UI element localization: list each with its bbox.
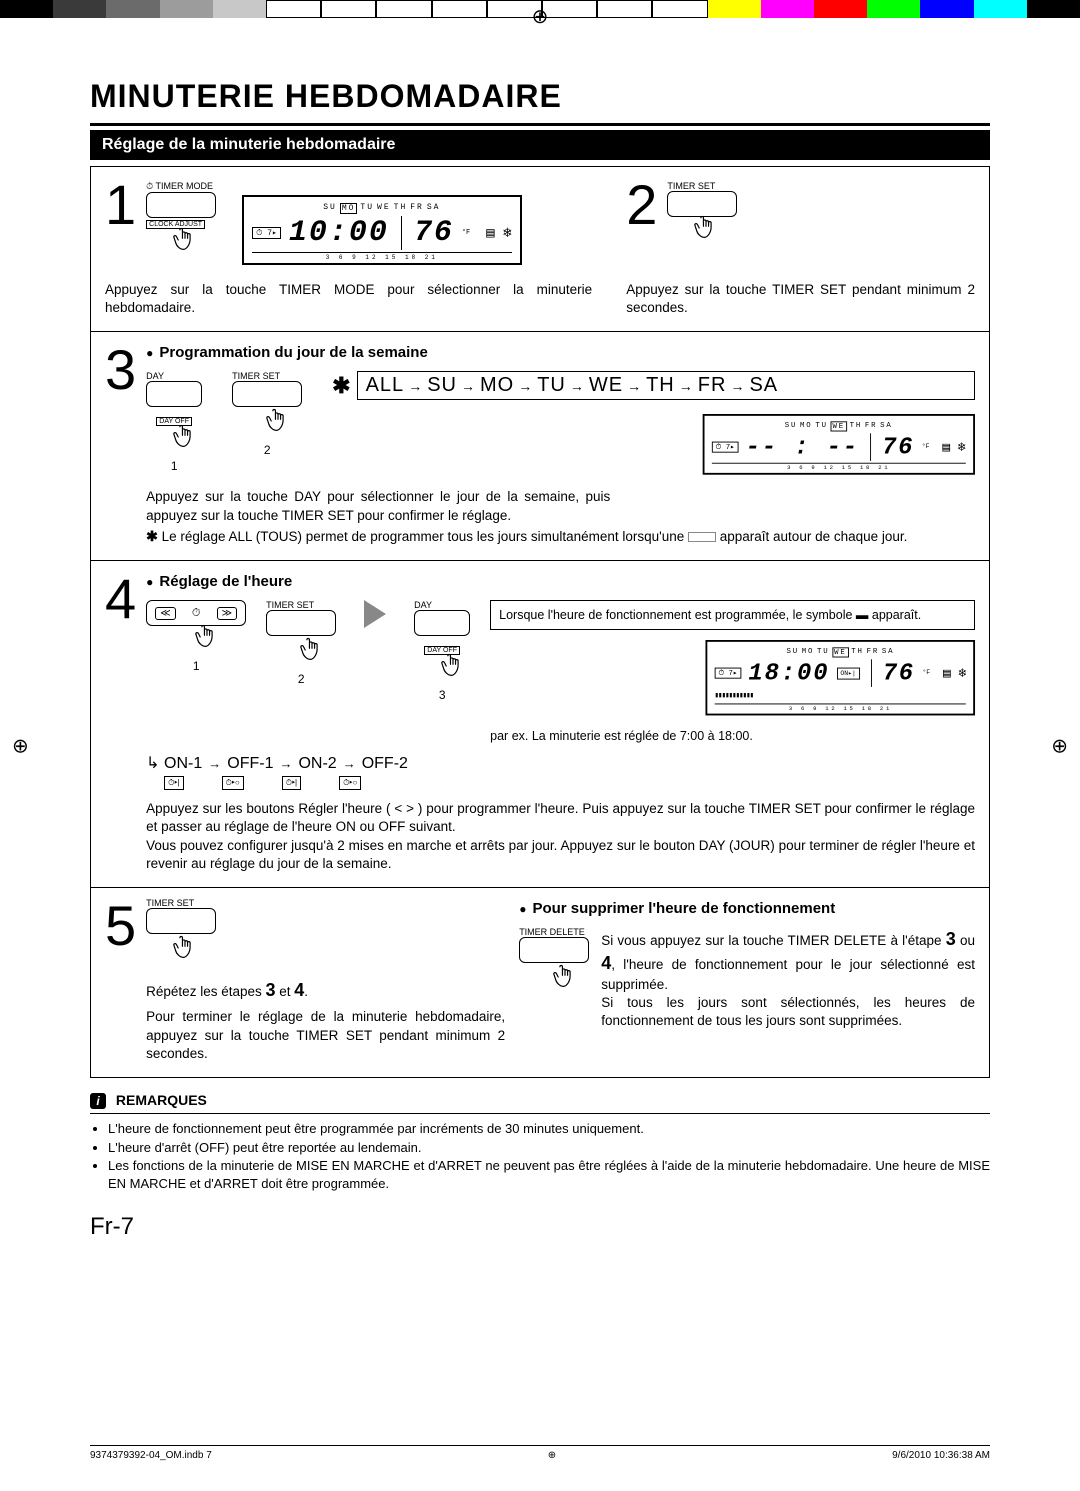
lcd1-time: 10:00 [289,216,389,250]
fan-icon: ▤ ❄ [486,225,511,242]
hand-icon [168,223,202,257]
step4-note: Lorsque l'heure de fonctionnement est pr… [490,600,975,630]
step5-text: Pour terminer le réglage de la minuterie… [146,1008,505,1063]
lcd-display-1: SUMOTUWETHFRSA ⏱ 7▸ 10:00 76°F ▤ ❄ 3 6 9… [242,195,521,265]
footer-reg: ⊕ [548,1450,556,1461]
lcd-display-3: SUMOTUWETHFRSA ⏱ 7▸ -- : -- 76°F ▤ ❄ 3 6 [703,414,975,475]
step1-text: Appuyez sur la touche TIMER MODE pour sé… [105,281,592,317]
fan-icon: ▤ ❄ [943,440,966,456]
section-1-2: 1 ⏱ TIMER MODE CLOCK ADJUST SUMOTUWETHFR… [91,167,989,332]
section-3: 3 Programmation du jour de la semaine DA… [91,332,989,561]
step-number-5: 5 [105,898,136,1063]
print-footer: 9374379392-04_OM.indb 7 ⊕ 9/6/2010 10:36… [90,1445,990,1461]
day-chain: ALL→SU→MO→TU→WE→TH→FR→SA [366,374,779,396]
step4-heading: Réglage de l'heure [146,573,975,590]
step3-text2: ✱ Le réglage ALL (TOUS) permet de progra… [146,527,975,546]
lcd1-ticks: 3 6 9 12 15 18 21 [252,252,511,261]
step-number-1: 1 [105,177,136,233]
step5-heading-r: Pour supprimer l'heure de fonctionnement [519,900,975,917]
footer-right: 9/6/2010 10:36:38 AM [892,1450,990,1461]
step-number-4: 4 [105,571,136,627]
section-4: 4 Réglage de l'heure ≪ ⏱ ≫ 1 TIMER SET [91,561,989,888]
info-icon: i [90,1093,106,1109]
onoff-icons: ⏱▸|⏱▸○⏱▸|⏱▸○ [164,773,975,790]
timer-mode-label: ⏱ TIMER MODE [146,181,213,192]
lcd-display-4: SUMOTUWETHFRSA ⏱ 7▸ 18:00 ON▸| 76°F ▤ ❄ … [705,640,975,715]
step2-text: Appuyez sur la touche TIMER SET pendant … [606,281,975,317]
hand-icon [548,960,582,994]
remarks-heading: REMARQUES [116,1092,207,1108]
page-number: Fr-7 [90,1213,990,1241]
footer-left: 9374379392-04_OM.indb 7 [90,1450,212,1461]
step5-text-r: Si vous appuyez sur la touche TIMER DELE… [601,927,975,1030]
remarks-list: L'heure de fonctionnement peut être prog… [90,1120,990,1193]
steps-container: 1 ⏱ TIMER MODE CLOCK ADJUST SUMOTUWETHFR… [90,166,990,1078]
day-button[interactable] [146,381,202,407]
section-5: 5 TIMER SET Répétez les étapes 3 et 4. P… [91,888,989,1077]
step3-text1: Appuyez sur la touche DAY pour sélection… [146,488,610,524]
lcd1-badge: ⏱ 7▸ [252,227,281,239]
page-title: MINUTERIE HEBDOMADAIRE [90,78,990,115]
hand-icon [436,649,470,683]
triangle-icon [364,600,386,628]
fan-icon: ▤ ❄ [943,666,966,682]
lcd4-bars: ▮▮▮▮▮▮▮▮▮▮▮ [714,691,753,700]
timer-mode-button[interactable] [146,192,216,218]
hand-icon [190,620,224,654]
step3-heading: Programmation du jour de la semaine [146,344,975,361]
timer-set-label-2: TIMER SET [667,181,715,191]
remarks-section: i REMARQUES L'heure de fonctionnement pe… [90,1092,990,1193]
hand-icon [261,404,295,438]
section-heading-bar: Réglage de la minuterie hebdomadaire [90,130,990,160]
hand-icon [168,931,202,965]
step3-n2: 2 [264,443,271,457]
hand-icon [168,420,202,454]
onoff-chain: ↳ ON-1→OFF-1→ON-2→OFF-2 [146,753,975,773]
step3-n1: 1 [171,459,178,473]
hand-icon [689,211,723,245]
star-icon: ✱ [332,373,350,399]
step-number-2: 2 [626,177,657,233]
timerset-label-3: TIMER SET [232,371,302,381]
lcd1-temp: 76 [414,216,454,250]
step-number-3: 3 [105,342,136,398]
hand-icon [295,633,329,667]
step4-text: Appuyez sur les boutons Régler l'heure (… [146,800,975,873]
day-button-4[interactable] [414,610,470,636]
step5-repeat: Répétez les étapes 3 et 4. [146,978,505,1002]
day-label: DAY [146,371,202,381]
title-rule [90,123,990,126]
step4-example: par ex. La minuterie est réglée de 7:00 … [490,728,975,745]
